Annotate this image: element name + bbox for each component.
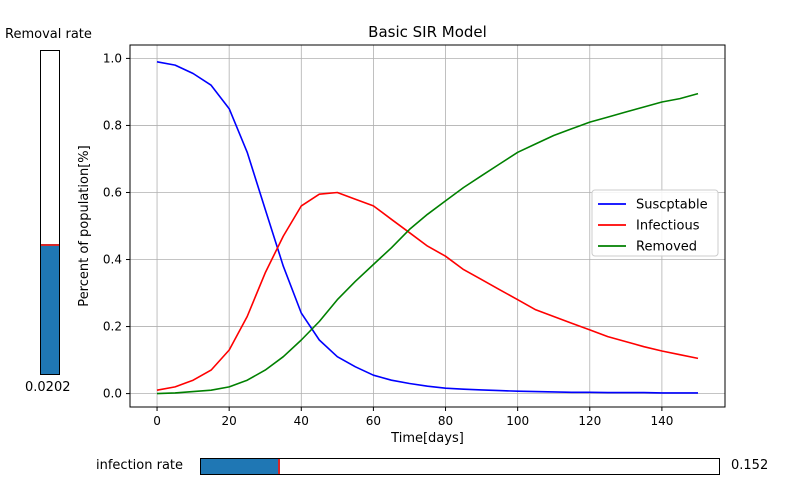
x-tick-label: 120	[578, 414, 601, 428]
x-tick-label: 60	[366, 414, 381, 428]
x-tick-label: 0	[153, 414, 161, 428]
x-axis-label: Time[days]	[390, 431, 464, 446]
infection-rate-value: 0.152	[731, 458, 769, 473]
series-line-infectious	[156, 191, 699, 391]
infection-rate-slider[interactable]	[200, 458, 720, 475]
legend-label: Removed	[636, 240, 697, 255]
removal-rate-slider[interactable]	[40, 50, 60, 375]
infection-rate-label: infection rate	[96, 458, 184, 473]
series-line-suscptable	[156, 61, 698, 394]
series-line-removed	[156, 92, 699, 395]
y-tick-label: 0.6	[103, 185, 122, 199]
infection-rate-slider-handle[interactable]	[277, 459, 280, 474]
removal-rate-slider-handle[interactable]	[41, 243, 59, 246]
legend-label: Suscptable	[636, 198, 708, 213]
legend-box	[591, 189, 719, 257]
x-tick-label: 40	[294, 414, 309, 428]
y-tick-label: 0.0	[103, 387, 122, 401]
legend-label: Infectious	[636, 219, 700, 234]
y-tick-label: 0.4	[103, 253, 122, 267]
x-tick-label: 140	[650, 414, 673, 428]
x-tick-label: 20	[222, 414, 237, 428]
y-tick-label: 1.0	[103, 51, 122, 65]
y-tick-label: 0.8	[103, 118, 122, 132]
chart-title: Basic SIR Model	[368, 23, 487, 41]
removal-rate-label: Removal rate	[5, 27, 92, 42]
y-axis-label: Percent of population[%]	[77, 145, 92, 306]
x-tick-label: 80	[438, 414, 453, 428]
infection-rate-slider-fill	[201, 459, 279, 474]
removal-rate-value: 0.0202	[25, 380, 71, 395]
y-tick-label: 0.2	[103, 320, 122, 334]
plot-area-frame	[129, 44, 726, 408]
removal-rate-slider-fill	[41, 244, 59, 374]
x-tick-label: 100	[506, 414, 529, 428]
